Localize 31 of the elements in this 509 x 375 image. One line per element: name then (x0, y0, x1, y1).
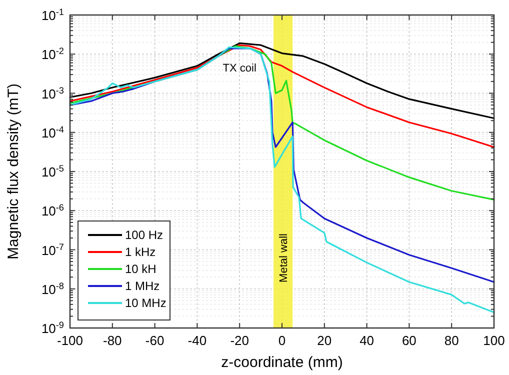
band-label: Metal wall (278, 234, 290, 282)
y-tick-label: 10$^{-7}$ (41, 242, 64, 258)
x-tick-label: 0 (278, 333, 286, 348)
y-tick-label: 10$^{-9}$ (41, 320, 64, 336)
legend-label: 10 kH (125, 262, 156, 276)
x-tick-label: -40 (188, 333, 207, 348)
x-tick-label: 60 (402, 333, 416, 348)
legend-label: 10 MHz (125, 296, 166, 310)
x-axis-title: z-coordinate (mm) (221, 354, 343, 371)
legend-label: 1 MHz (125, 279, 160, 293)
x-tick-label: 100 (483, 333, 505, 348)
legend-label: 1 kHz (125, 245, 156, 259)
y-tick-label: 10$^{-1}$ (41, 7, 64, 23)
line-series (69, 42, 495, 120)
y-tick-label: 10$^{-2}$ (41, 46, 64, 62)
y-tick-label: 10$^{-4}$ (41, 124, 64, 140)
y-tick-label: 10$^{-6}$ (41, 202, 64, 219)
y-tick-label: 10$^{-5}$ (41, 164, 64, 180)
legend-label: 100 Hz (125, 228, 164, 242)
y-tick-label: 10$^{-3}$ (41, 85, 64, 102)
y-tick-label: 10$^{-8}$ (41, 280, 64, 297)
line-series (69, 44, 495, 148)
x-tick-label: -60 (145, 333, 164, 348)
x-tick-label: -80 (103, 333, 122, 348)
x-tick-label: 20 (317, 333, 332, 348)
x-tick-label: 80 (444, 333, 459, 348)
x-tick-label: -20 (230, 333, 249, 348)
y-axis-title: Magnetic flux density (mT) (5, 84, 22, 260)
x-tick-label: 40 (360, 333, 374, 348)
annotation: TX coil (222, 62, 256, 74)
x-tick-label: -100 (56, 333, 84, 348)
